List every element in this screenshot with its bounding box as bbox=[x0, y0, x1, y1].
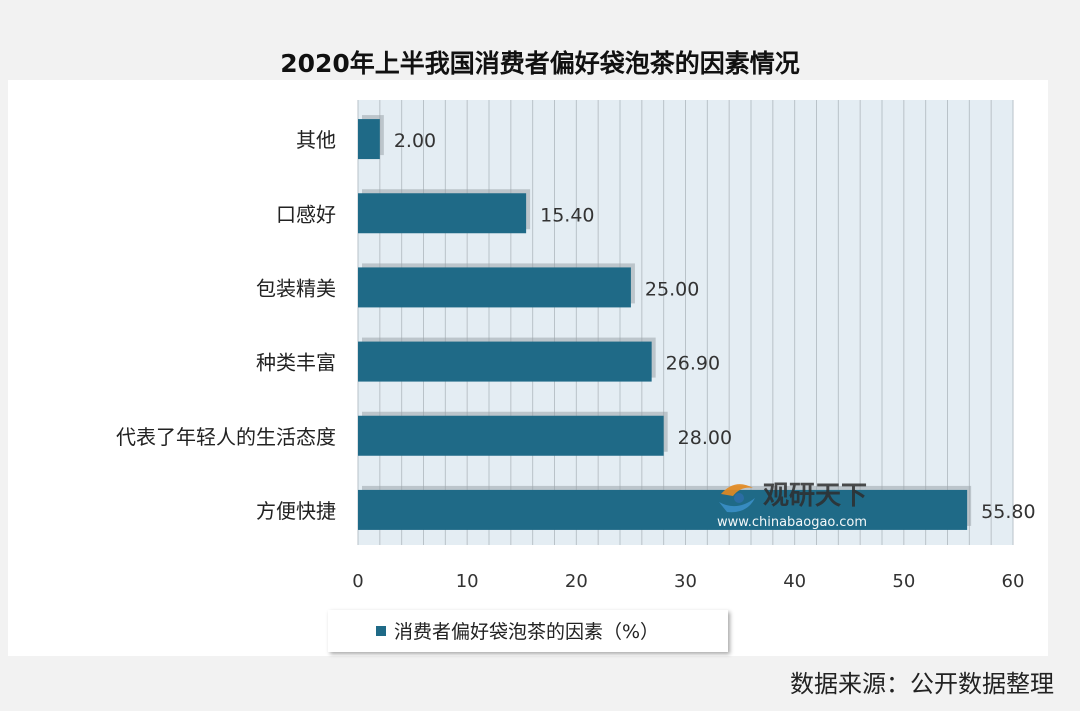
chart-title: 2020年上半我国消费者偏好袋泡茶的因素情况 bbox=[280, 49, 800, 78]
bar bbox=[358, 415, 664, 456]
data-label: 26.90 bbox=[666, 353, 720, 375]
category-label: 代表了年轻人的生活态度 bbox=[116, 425, 336, 449]
watermark-url: www.chinabaogao.com bbox=[717, 515, 867, 530]
category-label: 口感好 bbox=[276, 202, 336, 226]
x-tick-label: 40 bbox=[783, 571, 806, 592]
bar bbox=[358, 193, 527, 234]
x-tick-label: 0 bbox=[352, 571, 363, 592]
watermark-logo: 观研天下 www.chinabaogao.com bbox=[717, 481, 867, 530]
x-tick-label: 20 bbox=[565, 571, 588, 592]
legend-label: 消费者偏好袋泡茶的因素（%） bbox=[394, 621, 660, 643]
data-label: 15.40 bbox=[540, 204, 594, 226]
bar bbox=[358, 267, 631, 308]
source-note: 数据来源：公开数据整理 bbox=[790, 670, 1054, 698]
x-tick-label: 30 bbox=[674, 571, 697, 592]
data-label: 2.00 bbox=[394, 130, 436, 152]
plot-panel: 0 10 20 30 40 50 60 其他 2.00 口感好 15.40 包装精美 25.00 种类丰富… bbox=[8, 80, 1048, 656]
data-label: 28.00 bbox=[678, 427, 732, 449]
category-label: 包装精美 bbox=[256, 276, 336, 300]
category-label: 种类丰富 bbox=[256, 351, 336, 375]
data-label: 55.80 bbox=[981, 501, 1035, 523]
bar bbox=[358, 119, 380, 160]
x-tick-label: 50 bbox=[892, 571, 915, 592]
legend-swatch bbox=[376, 626, 386, 636]
category-label: 其他 bbox=[296, 128, 336, 152]
category-label: 方便快捷 bbox=[256, 499, 336, 523]
data-label: 25.00 bbox=[645, 278, 699, 300]
bar-chart: 0 10 20 30 40 50 60 其他 2.00 口感好 15.40 包装精美 25.00 种类丰富… bbox=[116, 100, 1036, 592]
watermark-brand: 观研天下 bbox=[763, 481, 867, 511]
x-tick-label: 10 bbox=[456, 571, 479, 592]
x-tick-label: 60 bbox=[1002, 571, 1025, 592]
legend: 消费者偏好袋泡茶的因素（%） bbox=[328, 610, 728, 652]
bar bbox=[358, 341, 652, 382]
bar bbox=[358, 489, 968, 530]
